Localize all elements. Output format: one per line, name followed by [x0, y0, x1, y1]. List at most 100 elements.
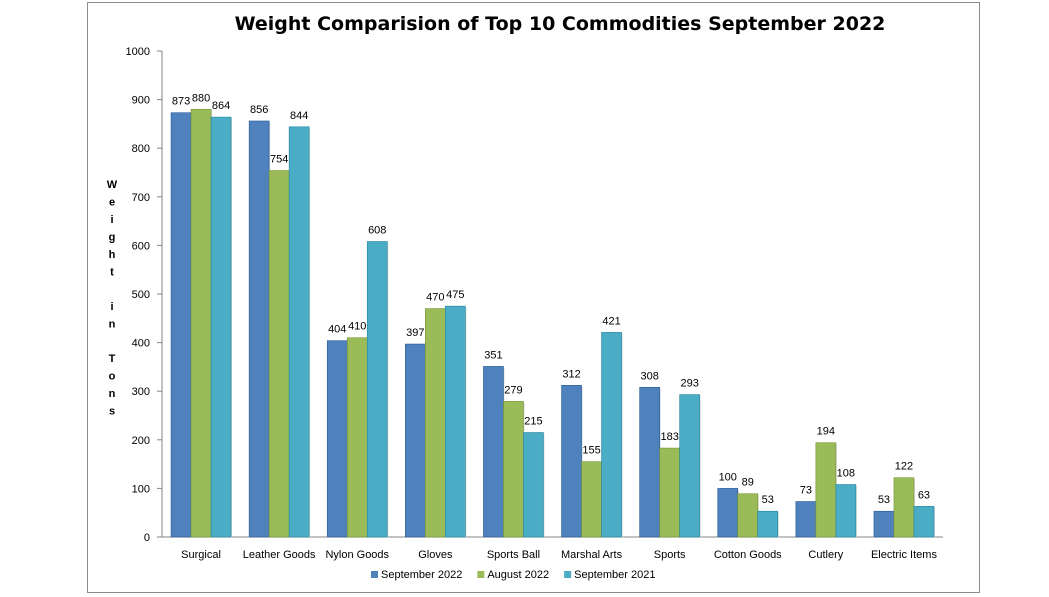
bar — [288, 126, 310, 538]
bar — [170, 112, 192, 538]
data-label: 308 — [640, 370, 658, 382]
bar — [737, 493, 759, 538]
bar — [561, 385, 582, 538]
y-axis-label-letter: g — [109, 232, 116, 244]
data-label: 53 — [878, 494, 890, 506]
data-label: 873 — [172, 96, 190, 108]
x-tick-label: Gloves — [418, 549, 453, 561]
data-label: 404 — [328, 324, 346, 336]
data-label: 293 — [680, 378, 698, 390]
data-label: 410 — [348, 321, 366, 333]
bar — [913, 506, 935, 538]
data-label: 864 — [212, 100, 230, 112]
data-label: 351 — [484, 349, 502, 361]
bar — [326, 340, 348, 538]
y-tick-label: 1000 — [126, 46, 150, 58]
y-tick-label: 0 — [144, 532, 150, 544]
bar — [659, 447, 680, 538]
data-label: 608 — [368, 225, 386, 237]
bar — [503, 401, 524, 538]
legend: September 2022 August 2022 September 2021 — [371, 569, 655, 581]
bar — [190, 109, 212, 538]
legend-label: September 2022 — [381, 569, 462, 581]
bar — [679, 394, 700, 538]
y-tick-label: 400 — [132, 338, 150, 350]
bar — [717, 488, 739, 538]
data-label: 312 — [562, 368, 580, 380]
y-tick-label: 500 — [132, 289, 150, 301]
x-tick-label: Nylon Goods — [325, 549, 389, 561]
y-tick-label: 700 — [132, 192, 150, 204]
data-label: 183 — [660, 431, 678, 443]
data-label: 279 — [504, 384, 522, 396]
y-axis-label-letter: e — [109, 197, 115, 209]
data-label: 856 — [250, 104, 268, 116]
bar — [873, 510, 895, 538]
bar — [483, 366, 504, 538]
data-label: 470 — [426, 292, 444, 304]
x-tick-label: Surgical — [181, 549, 221, 561]
bar — [445, 305, 466, 538]
y-tick-label: 200 — [132, 435, 150, 447]
bar — [815, 442, 837, 538]
chart-title: Weight Comparision of Top 10 Commodities… — [235, 13, 886, 35]
y-axis-label-letter: T — [109, 353, 116, 365]
y-tick-label: 800 — [132, 143, 150, 155]
x-tick-label: Cutlery — [808, 549, 843, 561]
bar — [757, 510, 779, 538]
data-label: 194 — [817, 426, 835, 438]
y-axis-label-letter: n — [109, 388, 116, 400]
bar — [346, 337, 368, 538]
legend-swatch — [564, 571, 572, 578]
y-axis-label-letter: h — [109, 249, 116, 261]
y-axis-label-letter: i — [110, 214, 113, 226]
bar — [210, 116, 232, 538]
data-label: 100 — [719, 471, 737, 483]
bar — [366, 241, 388, 538]
data-label: 880 — [192, 92, 210, 104]
bar — [795, 501, 817, 538]
category-labels: Surgical Leather Goods Nylon Goods Gloves Sp… — [181, 549, 937, 561]
bar — [425, 308, 446, 538]
x-tick-label: Electric Items — [871, 549, 938, 561]
bar — [523, 432, 544, 538]
y-axis-label-letter: W — [107, 179, 118, 191]
y-axis-label-letter: o — [109, 371, 116, 383]
y-axis-ticks: 0 100 200 300 400 500 600 700 800 900 1000 — [126, 46, 162, 544]
bar — [248, 120, 270, 538]
y-tick-label: 100 — [132, 483, 150, 495]
bar — [601, 332, 622, 538]
bar — [835, 484, 857, 538]
y-axis-label-letter: s — [109, 406, 115, 418]
data-label: 155 — [582, 445, 600, 457]
data-label: 475 — [446, 289, 464, 301]
data-label: 108 — [837, 468, 855, 480]
legend-swatch — [371, 571, 378, 578]
data-label: 844 — [290, 110, 308, 122]
bar — [268, 170, 290, 538]
data-label: 122 — [895, 461, 913, 473]
y-axis-label-letter: n — [109, 319, 116, 331]
y-axis-label-letter: t — [110, 267, 114, 279]
legend-label: September 2021 — [574, 569, 655, 581]
x-tick-label: Leather Goods — [243, 549, 316, 561]
bar — [639, 387, 660, 538]
x-tick-label: Marshal Arts — [561, 549, 623, 561]
bar — [893, 477, 915, 538]
bar — [581, 461, 602, 538]
data-label: 63 — [918, 489, 930, 501]
bars — [170, 109, 935, 539]
legend-swatch — [477, 571, 485, 578]
data-label: 754 — [270, 154, 288, 166]
data-label: 73 — [800, 485, 812, 497]
legend-label: August 2022 — [487, 569, 549, 581]
data-label: 215 — [524, 416, 542, 428]
bar — [405, 343, 426, 538]
data-label: 421 — [602, 315, 620, 327]
x-tick-label: Sports — [654, 549, 686, 561]
x-tick-label: Cotton Goods — [714, 549, 782, 561]
y-tick-label: 300 — [132, 386, 150, 398]
